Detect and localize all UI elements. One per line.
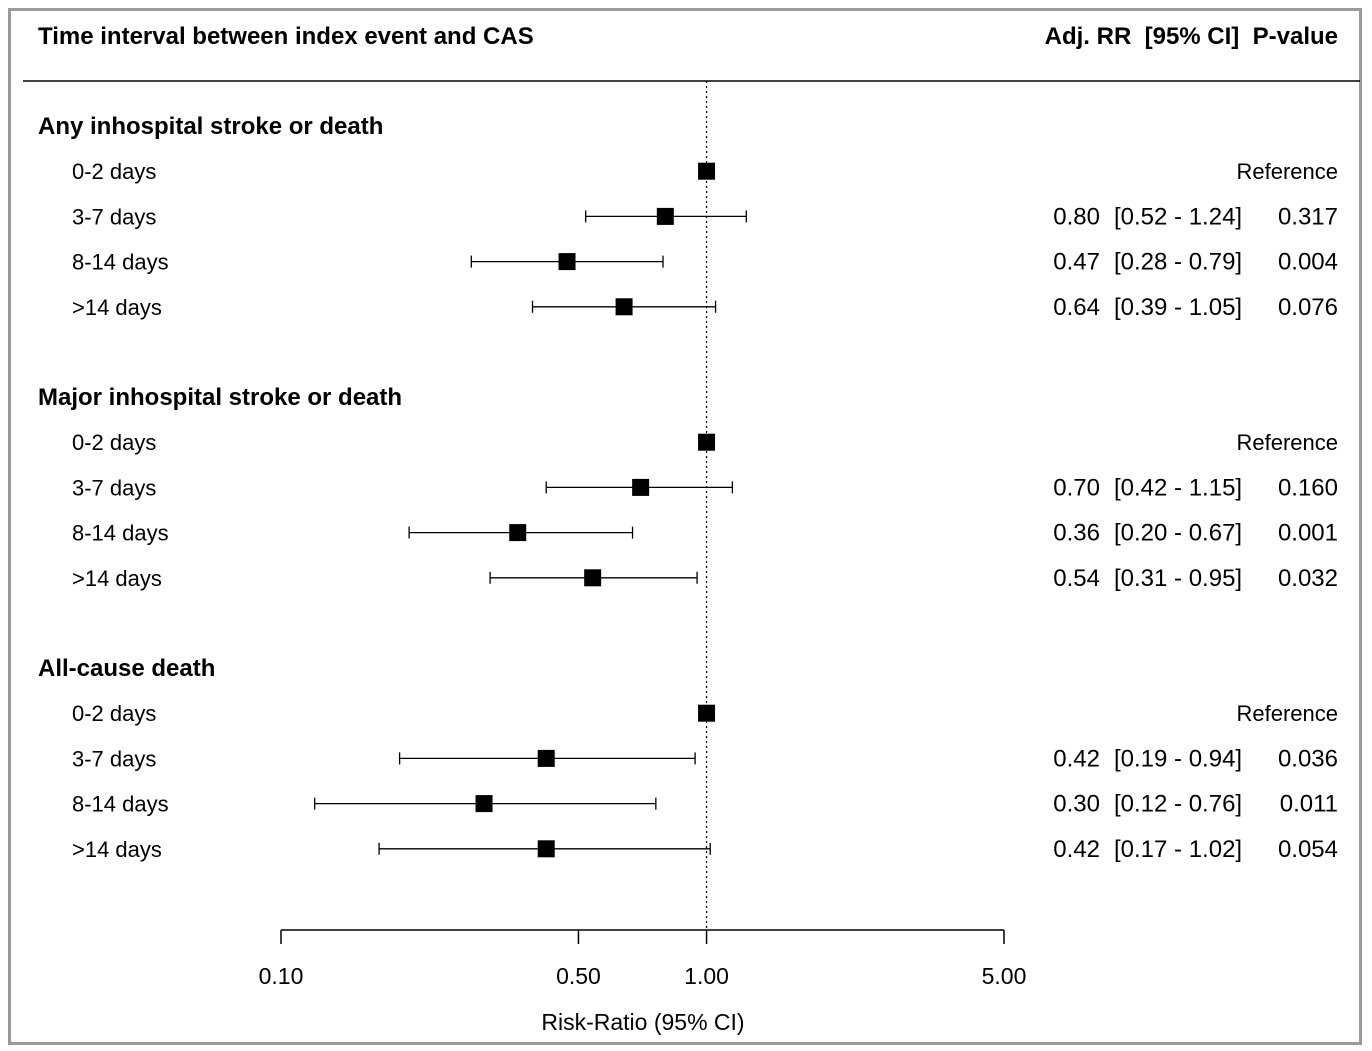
row-label: 3-7 days	[72, 475, 156, 500]
rr-value: 0.36	[1053, 520, 1100, 547]
p-value: 0.160	[1278, 474, 1338, 501]
row-label: 0-2 days	[72, 701, 156, 726]
p-value: 0.076	[1278, 294, 1338, 321]
group-title: Major inhospital stroke or death	[38, 384, 402, 411]
rr-value: 0.54	[1053, 565, 1100, 592]
header-right-title: Adj. RR [95% CI] P-value	[1045, 23, 1338, 50]
p-value: 0.032	[1278, 565, 1338, 592]
row-label: 8-14 days	[72, 521, 169, 546]
row-label: 0-2 days	[72, 159, 156, 184]
point-estimate	[537, 840, 555, 858]
p-value: 0.054	[1278, 836, 1338, 863]
reference-text: Reference	[1236, 159, 1338, 184]
ci-value: [0.20 - 0.67]	[1114, 520, 1242, 547]
row-label: 0-2 days	[72, 430, 156, 455]
x-tick-label: 0.10	[259, 963, 304, 989]
rr-value: 0.30	[1053, 791, 1100, 818]
point-estimate	[698, 433, 716, 451]
point-estimate	[698, 704, 716, 722]
p-value: 0.317	[1278, 203, 1338, 230]
group-title: Any inhospital stroke or death	[38, 113, 383, 140]
ci-value: [0.31 - 0.95]	[1114, 565, 1242, 592]
x-axis-label: Risk-Ratio (95% CI)	[541, 1009, 744, 1035]
point-estimate	[584, 569, 602, 587]
row-label: >14 days	[72, 295, 162, 320]
row-label: >14 days	[72, 566, 162, 591]
point-estimate	[698, 162, 716, 180]
rr-value: 0.80	[1053, 203, 1100, 230]
point-estimate	[615, 298, 633, 316]
reference-text: Reference	[1236, 701, 1338, 726]
row-label: 3-7 days	[72, 204, 156, 229]
group-title: All-cause death	[38, 655, 215, 682]
rr-value: 0.42	[1053, 745, 1100, 772]
ci-value: [0.39 - 1.05]	[1114, 294, 1242, 321]
point-estimate	[558, 253, 576, 271]
p-value: 0.001	[1278, 520, 1338, 547]
point-estimate	[537, 749, 555, 767]
point-estimate	[656, 207, 674, 225]
row-label: 3-7 days	[72, 746, 156, 771]
ci-value: [0.42 - 1.15]	[1114, 474, 1242, 501]
ci-value: [0.17 - 1.02]	[1114, 836, 1242, 863]
point-estimate	[509, 524, 527, 542]
point-estimate	[475, 795, 493, 813]
rr-value: 0.42	[1053, 836, 1100, 863]
rr-value: 0.47	[1053, 249, 1100, 276]
ci-value: [0.52 - 1.24]	[1114, 203, 1242, 230]
x-tick-label: 1.00	[684, 963, 729, 989]
x-tick-label: 5.00	[982, 963, 1027, 989]
forest-content: Any inhospital stroke or death 0-2 days Re…	[38, 81, 1338, 1035]
point-estimate	[632, 478, 650, 496]
ci-value: [0.12 - 0.76]	[1114, 791, 1242, 818]
p-value: 0.036	[1278, 745, 1338, 772]
rr-value: 0.70	[1053, 474, 1100, 501]
p-value: 0.011	[1280, 791, 1338, 818]
ci-value: [0.19 - 0.94]	[1114, 745, 1242, 772]
ci-value: [0.28 - 0.79]	[1114, 249, 1242, 276]
row-label: 8-14 days	[72, 792, 169, 817]
p-value: 0.004	[1278, 249, 1338, 276]
row-label: 8-14 days	[72, 250, 169, 275]
header-left-title: Time interval between index event and CA…	[38, 23, 534, 50]
x-tick-label: 0.50	[556, 963, 601, 989]
figure-frame	[8, 8, 1362, 1045]
reference-text: Reference	[1236, 430, 1338, 455]
row-label: >14 days	[72, 837, 162, 862]
rr-value: 0.64	[1053, 294, 1100, 321]
